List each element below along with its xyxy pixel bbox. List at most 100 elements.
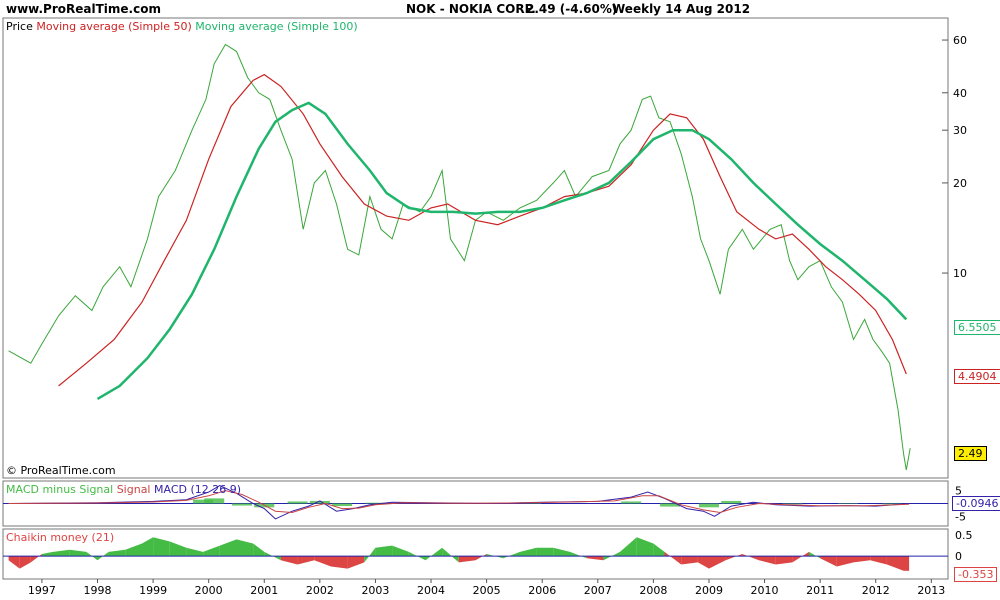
- macd-legend: MACD minus Signal Signal MACD (12 26 9): [6, 483, 241, 496]
- chaikin-area-segment: [503, 551, 520, 559]
- x-tick-label: 2008: [639, 584, 667, 597]
- chaikin-area-segment: [142, 537, 154, 557]
- chaikin-area-segment: [520, 547, 537, 557]
- chaikin-series: [3, 537, 948, 571]
- chaikin-area-segment: [442, 547, 459, 563]
- chaikin-y-tick-label: 0: [955, 550, 962, 563]
- macd-histogram-bar: [232, 503, 253, 506]
- chaikin-area-segment: [536, 547, 554, 557]
- macd-series: [3, 485, 948, 520]
- x-tick-label: 1998: [84, 584, 112, 597]
- macd-histogram-bar: [721, 500, 742, 504]
- ma100-value-box: 6.5505: [954, 320, 1000, 336]
- chaikin-area-segment: [664, 551, 682, 565]
- period-date: Weekly 14 Aug 2012: [612, 2, 751, 16]
- chaikin-area-segment: [620, 537, 637, 557]
- watermark: © ProRealTime.com: [6, 464, 116, 477]
- chaikin-area-segment: [331, 556, 348, 569]
- chaikin-area-segment: [236, 539, 254, 557]
- price-y-tick-label: 40: [953, 87, 967, 100]
- x-tick-label: 2007: [584, 584, 612, 597]
- macd-value-box: -0.0946: [952, 495, 1000, 511]
- chaikin-area-segment: [280, 556, 298, 565]
- price-y-tick-label: 30: [953, 124, 967, 137]
- legend-signal: Signal: [116, 483, 151, 496]
- chaikin-area-segment: [809, 551, 821, 559]
- chaikin-area-segment: [253, 543, 265, 557]
- chaikin-area-segment: [203, 545, 220, 557]
- chaikin-area-segment: [153, 537, 170, 557]
- macd-histogram-bar: [837, 502, 858, 504]
- price-y-axis: 10 20 30 40 60: [942, 34, 967, 280]
- site-title[interactable]: www.ProRealTime.com: [6, 2, 161, 16]
- chaikin-area-segment: [853, 556, 871, 563]
- chaikin-area-segment: [775, 556, 793, 565]
- x-tick-label: 2000: [195, 584, 223, 597]
- x-tick-label: 2004: [417, 584, 445, 597]
- x-tick-label: 2006: [528, 584, 556, 597]
- macd-histogram-bar: [660, 503, 681, 507]
- x-axis: 1997 1998 1999 2000 2001 2002 2003 2004 2005 2006…: [28, 579, 945, 597]
- ma100-line: [96, 101, 908, 400]
- x-tick-label: 2013: [917, 584, 945, 597]
- price-legend: Price Moving average (Simple 50) Moving …: [6, 20, 358, 33]
- ma50-line: [58, 73, 907, 387]
- x-tick-label: 1999: [139, 584, 167, 597]
- x-tick-label: 2002: [306, 584, 334, 597]
- x-tick-label: 2005: [473, 584, 501, 597]
- x-tick-label: 2001: [250, 584, 278, 597]
- chaikin-area-segment: [186, 547, 204, 557]
- last-price-box: 2.49: [954, 445, 987, 461]
- chaikin-area-segment: [108, 549, 126, 557]
- legend-ma50: Moving average (Simple 50): [36, 20, 192, 33]
- instrument-name: NOK - NOKIA CORP.: [406, 2, 536, 16]
- chaikin-area-segment: [364, 547, 376, 563]
- macd-histogram-bar: [621, 501, 642, 504]
- chaikin-area-segment: [458, 556, 476, 563]
- macd-histogram-bar: [287, 501, 308, 504]
- chaikin-area-segment: [53, 549, 70, 557]
- chaikin-value-box: -0.353: [954, 566, 998, 582]
- chaikin-area-segment: [553, 547, 570, 557]
- legend-macd: MACD (12 26 9): [154, 483, 242, 496]
- macd-histogram-bar: [204, 498, 225, 504]
- chaikin-area-segment: [41, 551, 53, 557]
- ma50-value-box: 4.4904: [954, 369, 1000, 385]
- x-tick-label: 2003: [361, 584, 389, 597]
- chaikin-area-segment: [219, 539, 237, 557]
- macd-histogram-bar: [309, 500, 330, 504]
- chaikin-area-segment: [653, 543, 665, 557]
- chaikin-area-segment: [792, 551, 809, 563]
- chaikin-area-segment: [836, 556, 854, 567]
- price-y-tick-label: 10: [953, 267, 967, 280]
- chaikin-area-segment: [697, 556, 709, 569]
- legend-price: Price: [6, 20, 33, 33]
- x-tick-label: 2010: [751, 584, 779, 597]
- macd-histogram-bar: [698, 503, 719, 508]
- macd-y-axis: 5 -5: [955, 485, 966, 524]
- x-tick-label: 2009: [695, 584, 723, 597]
- legend-ma100: Moving average (Simple 100): [195, 20, 358, 33]
- chaikin-area-segment: [69, 549, 87, 557]
- chaikin-area-segment: [636, 537, 654, 557]
- chaikin-area-segment: [886, 556, 904, 571]
- chaikin-area-segment: [347, 556, 365, 569]
- chaikin-area-segment: [903, 556, 910, 571]
- chaikin-area-segment: [169, 541, 187, 557]
- price-series: [8, 43, 911, 471]
- macd-histogram-bar: [782, 503, 803, 505]
- chaikin-area-segment: [586, 556, 604, 561]
- price-line: [8, 43, 911, 471]
- macd-y-tick-label: 5: [955, 485, 962, 498]
- macd-panel: 5 -5: [2, 480, 966, 527]
- chaikin-area-segment: [681, 556, 698, 565]
- chaikin-area-segment: [314, 556, 331, 567]
- chaikin-area-segment: [870, 556, 887, 565]
- x-tick-label: 2011: [806, 584, 834, 597]
- quote-change: 2.49 (-4.60%): [526, 2, 618, 16]
- price-panel-frame: [2, 17, 949, 479]
- chaikin-area-segment: [425, 547, 443, 561]
- macd-histogram-bar: [882, 503, 903, 505]
- price-y-tick-label: 60: [953, 34, 967, 47]
